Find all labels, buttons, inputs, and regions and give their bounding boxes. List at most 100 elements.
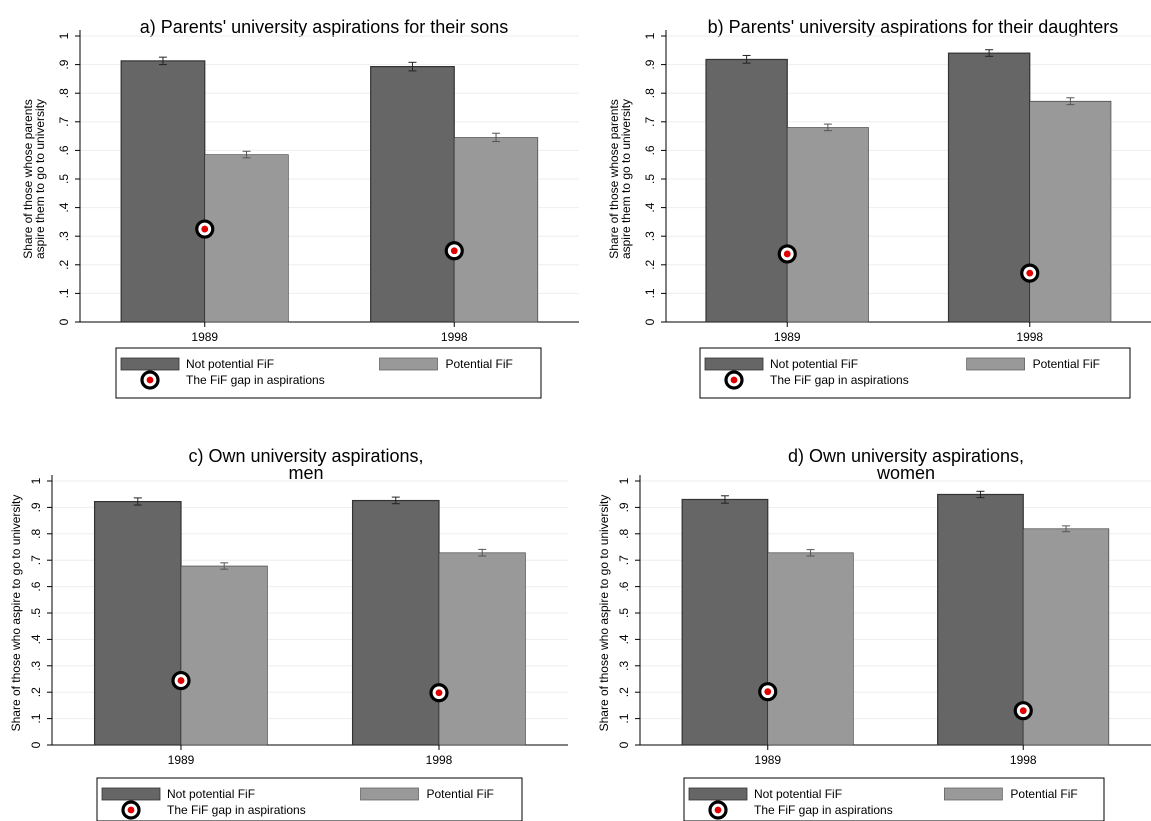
panel-d-errorbar [720, 495, 729, 504]
panel-d-title-line: d) Own university aspirations, [788, 446, 1024, 466]
panel-b-legend-label-potential: Potential FiF [1033, 357, 1100, 371]
panel-d-title-line: women [876, 463, 935, 483]
panel-b-ylabel-line: aspire them to go to university [619, 99, 633, 259]
panel-a-legend: Not potential FiF Potential FiF The FiF ga… [115, 347, 542, 399]
panel-b-ytick-label: 0 [643, 318, 657, 325]
panel-d-ytick-label: .5 [617, 608, 631, 618]
panel-d-ytick-label: .7 [617, 555, 631, 565]
panel-a-ylabel-line: Share of those whose parents [21, 99, 35, 258]
panel-a-bar [370, 66, 455, 323]
panel-d-legend-swatch-not-potential [688, 787, 748, 801]
panel-a-xtick-label: 1998 [441, 330, 468, 344]
panel-a-ytick-label: .6 [57, 145, 71, 155]
panel-a-ytick-label: .5 [57, 174, 71, 184]
panel-c-ytick-label: .3 [29, 660, 43, 670]
panel-b-legend-label-not-potential: Not potential FiF [770, 357, 858, 371]
panel-c-ytick-label: .1 [29, 713, 43, 723]
panel-b-ytick-label: .9 [643, 59, 657, 69]
panel-b-errorbar [823, 123, 832, 132]
panel-a-ytick-label: .9 [57, 59, 71, 69]
panel-a-errorbar [492, 132, 501, 143]
panel-b-legend-gap-marker [724, 370, 744, 390]
panel-a-ytick-label: .7 [57, 116, 71, 126]
panel-d-legend-box [683, 777, 1105, 821]
panel-c-legend: Not potential FiF Potential FiF The FiF ga… [96, 777, 523, 821]
panel-c-bar [438, 552, 526, 746]
panel-a-legend-label-gap: The FiF gap in aspirations [186, 373, 325, 387]
panel-d-ytick-label: .8 [617, 528, 631, 538]
panel-c: c) Own university aspirations,men Share o… [9, 446, 568, 821]
panel-b-legend-label-gap: The FiF gap in aspirations [770, 373, 909, 387]
panel-b-legend-gap-marker-dot [730, 376, 738, 384]
panel-d: d) Own university aspirations,women Share… [597, 446, 1151, 821]
panel-d-legend-gap-marker [708, 800, 728, 820]
panel-a: a) Parents' university aspirations for t… [21, 17, 579, 399]
panel-a-legend-box [115, 347, 542, 399]
panel-b-errorbar [1066, 97, 1075, 106]
panel-c-legend-box [96, 777, 523, 821]
panel-c-ytick-label: 1 [29, 477, 43, 484]
panel-d-errorbar [976, 490, 985, 499]
panel-a-xtick-label: 1989 [191, 330, 218, 344]
panel-d-gap-marker [1013, 701, 1033, 721]
panel-b-gap-marker-dot [1026, 269, 1034, 277]
panel-b-bar [947, 52, 1031, 323]
panel-d-errorbar [1062, 525, 1071, 533]
panel-c-gap-marker [429, 683, 449, 703]
panel-b-legend-swatch-not-potential [704, 357, 764, 371]
panel-c-legend-label-gap: The FiF gap in aspirations [167, 803, 306, 817]
panel-b-ytick-label: .7 [643, 116, 657, 126]
panel-c-legend-swatch-not-potential [101, 787, 161, 801]
panel-a-ytick-label: 1 [57, 32, 71, 39]
panel-c-bar [93, 500, 182, 746]
panel-d-ytick-label: .1 [617, 713, 631, 723]
panel-a-legend-gap-marker [140, 370, 160, 390]
panel-a-gap-marker [195, 219, 215, 239]
panel-d-legend-label-not-potential: Not potential FiF [754, 787, 842, 801]
panel-c-errorbar [220, 562, 229, 570]
panel-b-gap-marker-dot [783, 250, 791, 258]
panel-b-ylabel-line: Share of those whose parents [607, 99, 621, 258]
panel-a-bar [453, 137, 539, 323]
panel-b-gap-marker [777, 244, 797, 264]
panel-a-errorbar [242, 150, 251, 159]
panel-d-ytick-label: .6 [617, 581, 631, 591]
panel-d-legend-label-potential: Potential FiF [1010, 787, 1077, 801]
panel-b-xtick-label: 1989 [774, 330, 801, 344]
panel-c-ytick-label: .4 [29, 634, 43, 644]
panel-d-legend-swatch-potential [944, 787, 1003, 801]
panel-a-legend-label-potential: Potential FiF [446, 357, 513, 371]
panel-a-errorbar [408, 61, 417, 72]
panel-c-title-line: men [288, 463, 323, 483]
panel-a-ytick-label: .4 [57, 202, 71, 212]
panel-b-ytick-label: 1 [643, 32, 657, 39]
panel-c-bar [180, 565, 268, 746]
panel-d-ytick-label: .2 [617, 687, 631, 697]
panel-b-legend: Not potential FiF Potential FiF The FiF ga… [699, 347, 1131, 399]
panel-b-legend-swatch-potential [966, 357, 1025, 371]
panel-b-ytick-label: .4 [643, 202, 657, 212]
panel-b-xtick-label: 1998 [1016, 330, 1043, 344]
panel-c-ylabel-line: Share of those who aspire to go to unive… [9, 495, 23, 732]
panel-c-ytick-label: .6 [29, 581, 43, 591]
panel-c-legend-label-potential: Potential FiF [427, 787, 494, 801]
panel-d-ytick-label: .4 [617, 634, 631, 644]
panel-a-ytick-label: .8 [57, 88, 71, 98]
panel-b-ytick-label: .2 [643, 259, 657, 269]
panel-c-ytick-label: .5 [29, 608, 43, 618]
panel-d-legend: Not potential FiF Potential FiF The FiF ga… [683, 777, 1105, 821]
panel-c-errorbar [478, 548, 487, 557]
panel-c-gap-marker-dot [177, 677, 185, 684]
panel-a-errorbar [158, 56, 167, 66]
panel-b-bar [705, 58, 788, 323]
panel-a-ytick-label: 0 [57, 318, 71, 325]
panel-d-legend-label-gap: The FiF gap in aspirations [754, 803, 893, 817]
panel-c-errorbar [133, 497, 142, 506]
panel-d-xtick-label: 1989 [754, 753, 781, 767]
panel-c-legend-label-not-potential: Not potential FiF [167, 787, 255, 801]
panel-c-ytick-label: .9 [29, 502, 43, 512]
panel-c-errorbar [391, 496, 400, 505]
panel-d-bar [767, 552, 854, 746]
panel-d-gap-marker-dot [764, 688, 772, 696]
panel-b-gap-marker [1020, 263, 1040, 283]
